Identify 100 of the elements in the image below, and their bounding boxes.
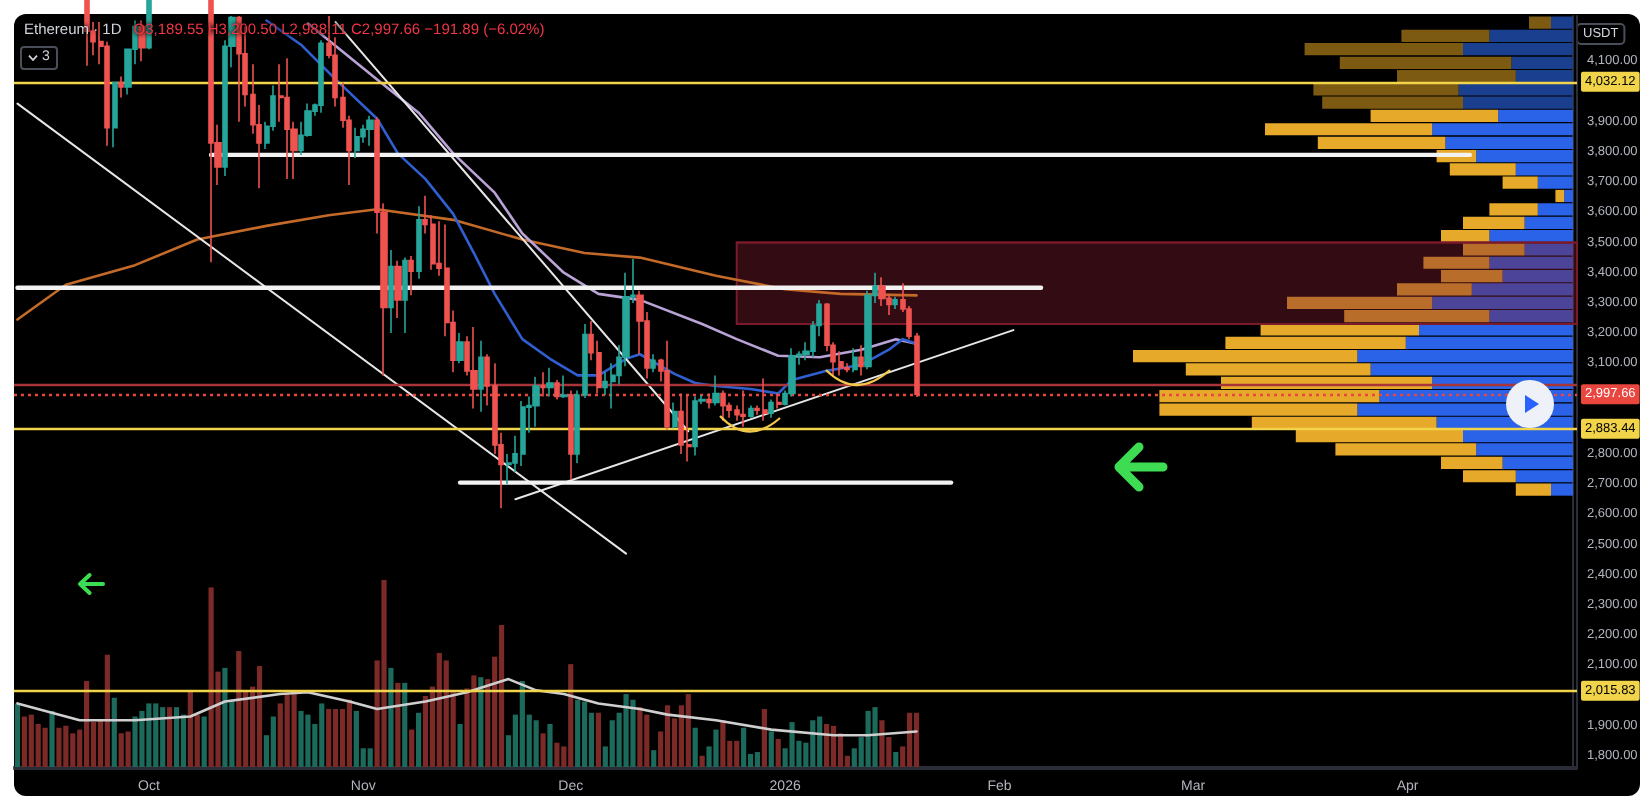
bar xyxy=(478,677,484,767)
bar xyxy=(734,740,740,767)
candlestick xyxy=(740,389,746,428)
candlestick xyxy=(858,344,864,377)
candlestick xyxy=(852,347,858,374)
bar xyxy=(395,682,401,767)
bar xyxy=(457,723,463,767)
candlestick xyxy=(664,339,670,431)
bar xyxy=(540,733,546,767)
candlestick xyxy=(686,394,692,463)
bar xyxy=(180,714,187,767)
candlestick xyxy=(408,255,414,297)
bar xyxy=(893,752,899,767)
candlestick xyxy=(388,249,394,334)
bar xyxy=(28,714,34,767)
bar xyxy=(367,748,373,767)
candlestick xyxy=(456,332,464,365)
bar xyxy=(913,712,920,767)
candlestick xyxy=(678,392,684,455)
candlestick xyxy=(416,205,422,280)
bar xyxy=(319,703,325,767)
bar xyxy=(775,738,781,767)
bar xyxy=(402,682,408,767)
bar xyxy=(388,667,394,767)
candlestick xyxy=(554,379,560,401)
bar xyxy=(409,729,415,767)
bar xyxy=(125,731,131,767)
bar xyxy=(49,710,55,767)
bar xyxy=(519,680,525,767)
bar xyxy=(139,710,145,767)
bar xyxy=(498,624,505,767)
candlestick xyxy=(672,401,678,430)
bar xyxy=(298,710,304,767)
bar xyxy=(35,723,41,767)
candlestick xyxy=(706,392,712,410)
bar xyxy=(471,675,477,767)
bar xyxy=(167,707,173,767)
bar xyxy=(581,701,588,767)
bar xyxy=(14,703,21,767)
bar xyxy=(865,710,871,767)
candlestick xyxy=(762,377,768,422)
bar xyxy=(595,712,601,767)
candlestick xyxy=(560,374,568,399)
bar xyxy=(1555,189,1565,203)
bar xyxy=(699,755,705,767)
bar xyxy=(132,716,138,767)
bar xyxy=(326,709,332,767)
bar xyxy=(533,720,539,767)
bar xyxy=(422,695,429,767)
bar xyxy=(761,709,767,767)
bar xyxy=(872,707,878,767)
bar xyxy=(879,720,885,767)
bar xyxy=(1529,16,1551,29)
bar xyxy=(817,716,823,767)
bar xyxy=(353,710,359,767)
candlestick xyxy=(892,296,898,310)
bar xyxy=(222,667,228,767)
bar xyxy=(381,580,387,767)
bar xyxy=(42,727,48,767)
bar xyxy=(644,714,650,767)
candlestick xyxy=(748,404,754,419)
candlestick xyxy=(692,395,698,457)
bar xyxy=(236,651,242,767)
bar xyxy=(173,707,180,767)
candlestick xyxy=(470,326,478,410)
bar xyxy=(568,664,574,767)
bar xyxy=(630,699,636,767)
candlestick xyxy=(118,75,124,99)
candlestick xyxy=(366,114,374,147)
candlestick xyxy=(354,126,360,159)
bar xyxy=(284,694,290,767)
bar xyxy=(623,694,629,767)
bar xyxy=(664,705,671,767)
candlestick xyxy=(532,376,540,428)
candlestick xyxy=(720,389,726,422)
bar xyxy=(84,680,90,767)
bar xyxy=(789,722,795,767)
bar xyxy=(118,733,124,767)
bar xyxy=(692,727,698,767)
bar xyxy=(153,703,159,767)
bar xyxy=(187,690,193,767)
bar xyxy=(436,652,442,767)
bar xyxy=(305,714,311,767)
bar xyxy=(754,752,761,767)
candlestick xyxy=(546,367,554,398)
candlestick xyxy=(540,371,546,398)
candlestick xyxy=(776,392,782,410)
bar xyxy=(720,720,726,767)
bar xyxy=(824,723,830,767)
bar xyxy=(547,723,553,767)
bar xyxy=(291,694,297,767)
bar xyxy=(907,712,913,767)
bar xyxy=(104,654,110,767)
candlestick xyxy=(318,39,324,114)
bar xyxy=(830,725,837,767)
bar xyxy=(637,707,643,767)
bar xyxy=(768,731,774,767)
candlestick xyxy=(520,400,526,467)
candlestick xyxy=(568,389,574,481)
candlestick xyxy=(712,374,720,407)
